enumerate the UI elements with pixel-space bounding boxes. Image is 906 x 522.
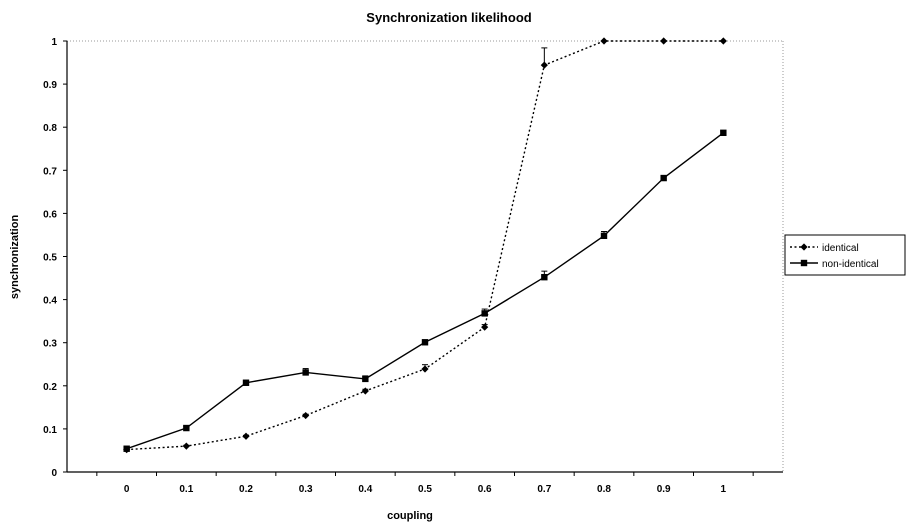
data-point-identical — [540, 61, 548, 69]
data-point-identical — [600, 37, 608, 45]
data-point-non-identical — [541, 273, 548, 281]
data-point-non-identical — [720, 129, 727, 137]
x-tick-label: 0.4 — [358, 484, 372, 495]
chart-title: Synchronization likelihood — [366, 10, 531, 25]
data-point-identical — [302, 411, 310, 420]
legend-box — [784, 234, 906, 276]
x-tick-label: 1 — [721, 484, 727, 495]
data-point-identical — [481, 323, 489, 331]
series-line-non-identical — [126, 132, 724, 450]
x-tick-label: 0.2 — [239, 484, 253, 495]
y-tick-label: 1 — [51, 37, 57, 48]
data-point-identical — [719, 37, 727, 45]
data-point-non-identical — [362, 375, 369, 383]
data-point-non-identical — [660, 174, 667, 182]
y-axis-label: synchronization — [9, 215, 21, 300]
data-point-non-identical — [600, 232, 608, 240]
y-tick-label: 0.1 — [43, 425, 57, 436]
x-axis-label: coupling — [387, 510, 433, 522]
x-tick-label: 0.8 — [597, 484, 611, 495]
data-point-non-identical — [242, 379, 250, 386]
x-tick-label: 0.3 — [299, 484, 313, 495]
legend-label-non-identical: non-identical — [822, 259, 879, 270]
y-tick-label: 0.8 — [43, 123, 57, 134]
data-point-identical — [660, 37, 668, 45]
plot-area: 0 0.1 0.2 0.3 0.4 0.5 0.6 0.7 0.8 0.9 1 0 0.1 0.2 0.3 0… — [43, 37, 784, 495]
y-tick-label: 0.9 — [43, 80, 57, 91]
data-point-non-identical — [183, 424, 190, 432]
y-tick-label: 0 — [51, 468, 57, 479]
x-tick-label: 0.6 — [478, 484, 492, 495]
data-point-non-identical — [421, 339, 429, 346]
legend-label-identical: identical — [822, 243, 859, 254]
series-line-identical — [126, 40, 724, 451]
data-point-non-identical — [302, 369, 309, 376]
y-tick-label: 0.2 — [43, 382, 57, 393]
x-tick-label: 0 — [124, 484, 130, 495]
y-tick-label: 0.6 — [43, 209, 57, 220]
y-tick-label: 0.3 — [43, 339, 57, 350]
data-point-identical — [182, 442, 190, 450]
y-tick-label: 0.4 — [43, 296, 57, 307]
legend-marker-non-identical — [800, 259, 808, 267]
data-point-non-identical — [123, 445, 130, 452]
legend-marker-identical — [800, 243, 808, 251]
legend: identical non-identical — [784, 234, 906, 276]
x-tick-label: 0.1 — [179, 484, 193, 495]
data-point-non-identical — [481, 310, 488, 317]
x-tick-label: 0.9 — [657, 484, 671, 495]
y-tick-label: 0.5 — [43, 253, 57, 264]
data-point-identical — [242, 432, 250, 440]
x-tick-label: 0.7 — [537, 484, 551, 495]
y-tick-label: 0.7 — [43, 166, 57, 177]
x-tick-label: 0.5 — [418, 484, 432, 495]
data-point-identical — [421, 365, 429, 373]
data-point-identical — [361, 387, 369, 395]
